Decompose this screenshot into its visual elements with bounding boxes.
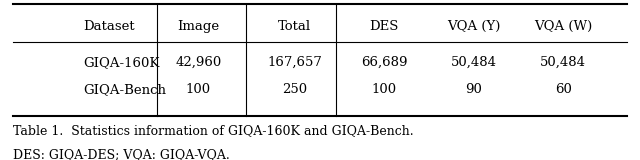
Text: Table 1.  Statistics information of GIQA-160K and GIQA-Bench.: Table 1. Statistics information of GIQA-…: [13, 124, 413, 137]
Text: 50,484: 50,484: [540, 56, 586, 69]
Text: 60: 60: [555, 83, 572, 96]
Text: VQA (W): VQA (W): [534, 20, 593, 33]
Text: 50,484: 50,484: [451, 56, 497, 69]
Text: VQA (Y): VQA (Y): [447, 20, 500, 33]
Text: DES: DES: [369, 20, 399, 33]
Text: GIQA-160K: GIQA-160K: [83, 56, 159, 69]
Text: 66,689: 66,689: [361, 56, 407, 69]
Text: 167,657: 167,657: [267, 56, 322, 69]
Text: DES: GIQA-DES; VQA: GIQA-VQA.: DES: GIQA-DES; VQA: GIQA-VQA.: [13, 148, 230, 160]
Text: Total: Total: [278, 20, 311, 33]
Text: 90: 90: [465, 83, 482, 96]
Text: GIQA-Bench: GIQA-Bench: [83, 83, 166, 96]
Text: 42,960: 42,960: [175, 56, 221, 69]
Text: Dataset: Dataset: [83, 20, 135, 33]
Text: Image: Image: [177, 20, 220, 33]
Text: 100: 100: [186, 83, 211, 96]
Text: 100: 100: [371, 83, 397, 96]
Text: 250: 250: [282, 83, 307, 96]
